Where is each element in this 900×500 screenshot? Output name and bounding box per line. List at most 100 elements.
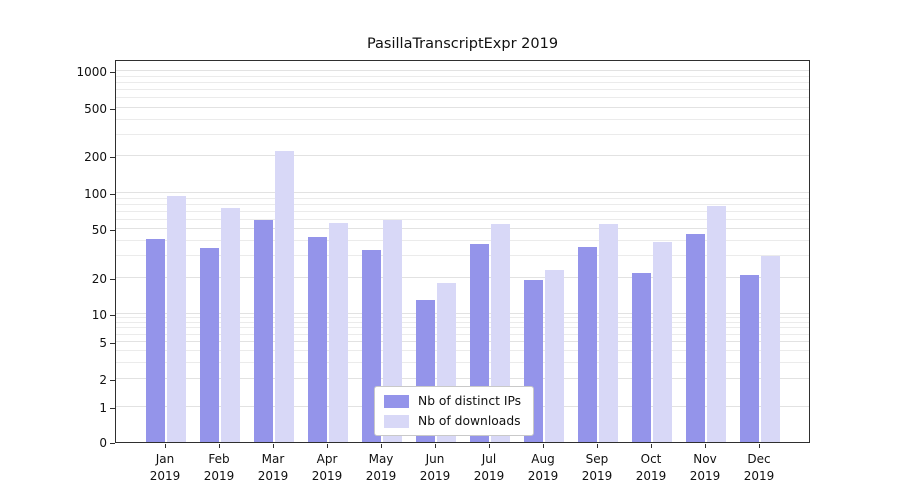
y-tick-label: 500 (84, 101, 107, 116)
y-tick-label: 20 (91, 271, 107, 286)
y-tick-label: 2 (99, 373, 107, 387)
legend-row: Nb of distinct IPs (384, 394, 521, 408)
bar-distinct-ips (308, 237, 327, 442)
gridline (116, 361, 809, 363)
y-tick-mark (110, 230, 115, 232)
y-tick-label: 5 (99, 335, 107, 350)
x-tick-label: Nov 2019 (689, 452, 721, 483)
bar-downloads (599, 224, 618, 442)
y-tick-label: 1000 (76, 65, 107, 79)
gridline (116, 210, 809, 212)
y-tick-mark (110, 443, 115, 444)
gridline (116, 327, 809, 329)
y-tick-mark (110, 194, 115, 195)
chart-title: PasillaTranscriptExpr 2019 (366, 36, 559, 52)
gridline (116, 133, 809, 135)
legend-swatch (384, 414, 409, 428)
bar-downloads (275, 151, 294, 442)
x-tick-label: Feb 2019 (203, 452, 235, 483)
x-tick-mark (597, 444, 598, 448)
y-tick-mark (110, 157, 115, 159)
bar-downloads (221, 208, 240, 442)
gridline (116, 97, 809, 99)
legend-label: Nb of distinct IPs (418, 394, 522, 408)
bar-distinct-ips (686, 233, 705, 442)
gridline (116, 255, 809, 257)
bar-downloads (761, 256, 780, 442)
x-tick-label: Oct 2019 (635, 452, 667, 483)
x-tick-mark (219, 444, 220, 448)
bar-downloads (707, 206, 726, 442)
x-tick-mark (543, 444, 544, 448)
x-tick-mark (165, 444, 166, 448)
legend: Nb of distinct IPs Nb of downloads (374, 386, 535, 436)
bar-distinct-ips (632, 272, 651, 442)
bar-distinct-ips (254, 219, 273, 442)
bar-downloads (329, 223, 348, 442)
gridline-major (116, 313, 809, 314)
gridline-major (116, 70, 809, 71)
bar-downloads (167, 195, 186, 442)
y-tick-mark (110, 72, 115, 73)
x-tick-mark (489, 444, 490, 448)
gridline (116, 350, 809, 352)
x-tick-label: Jul 2019 (473, 452, 505, 483)
x-tick-label: Aug 2019 (527, 452, 559, 483)
x-tick-mark (651, 444, 652, 448)
gridline (116, 88, 809, 90)
y-tick-mark (110, 278, 115, 280)
gridline-major (116, 378, 809, 380)
plot-area: Nb of distinct IPs Nb of downloads (115, 60, 810, 443)
y-tick-label: 0 (99, 436, 107, 450)
bar-distinct-ips (578, 246, 597, 442)
gridline (116, 322, 809, 324)
x-tick-mark (381, 444, 382, 448)
x-tick-label: Apr 2019 (311, 452, 343, 483)
gridline (116, 118, 809, 120)
x-tick-label: Sep 2019 (581, 452, 613, 483)
gridline (116, 240, 809, 242)
bar-distinct-ips (146, 238, 165, 442)
gridline (116, 81, 809, 83)
y-tick-mark (110, 108, 115, 110)
gridline (116, 203, 809, 205)
y-tick-label: 100 (84, 187, 107, 201)
x-tick-mark (705, 444, 706, 448)
gridline (116, 75, 809, 77)
gridline-major (116, 155, 809, 157)
gridline (116, 317, 809, 319)
bar-distinct-ips (200, 248, 219, 442)
y-tick-mark (110, 342, 115, 344)
x-tick-mark (327, 444, 328, 448)
x-tick-label: Dec 2019 (743, 452, 775, 483)
x-tick-mark (435, 444, 436, 448)
gridline-major (116, 341, 809, 342)
legend-swatch (384, 394, 409, 408)
gridline-major (116, 228, 809, 230)
y-tick-mark (110, 408, 115, 409)
gridline (116, 197, 809, 199)
y-tick-mark (110, 380, 115, 381)
x-tick-label: May 2019 (365, 452, 397, 483)
y-tick-mark (110, 315, 115, 316)
x-tick-mark (273, 444, 274, 448)
gridline-major (116, 192, 809, 193)
x-tick-label: Jan 2019 (149, 452, 181, 483)
y-tick-label: 10 (91, 308, 107, 322)
legend-row: Nb of downloads (384, 414, 521, 428)
bar-downloads (545, 270, 564, 442)
gridline (116, 333, 809, 335)
x-tick-label: Jun 2019 (419, 452, 451, 483)
gridline (116, 218, 809, 220)
gridline-major (116, 276, 809, 278)
bar-distinct-ips (740, 275, 759, 442)
x-tick-mark (759, 444, 760, 448)
y-tick-label: 1 (99, 401, 107, 415)
bar-downloads (653, 242, 672, 442)
legend-label: Nb of downloads (418, 414, 521, 428)
x-tick-label: Mar 2019 (257, 452, 289, 483)
gridline-major (116, 106, 809, 108)
y-tick-label: 200 (84, 150, 107, 165)
y-tick-label: 50 (91, 223, 107, 238)
